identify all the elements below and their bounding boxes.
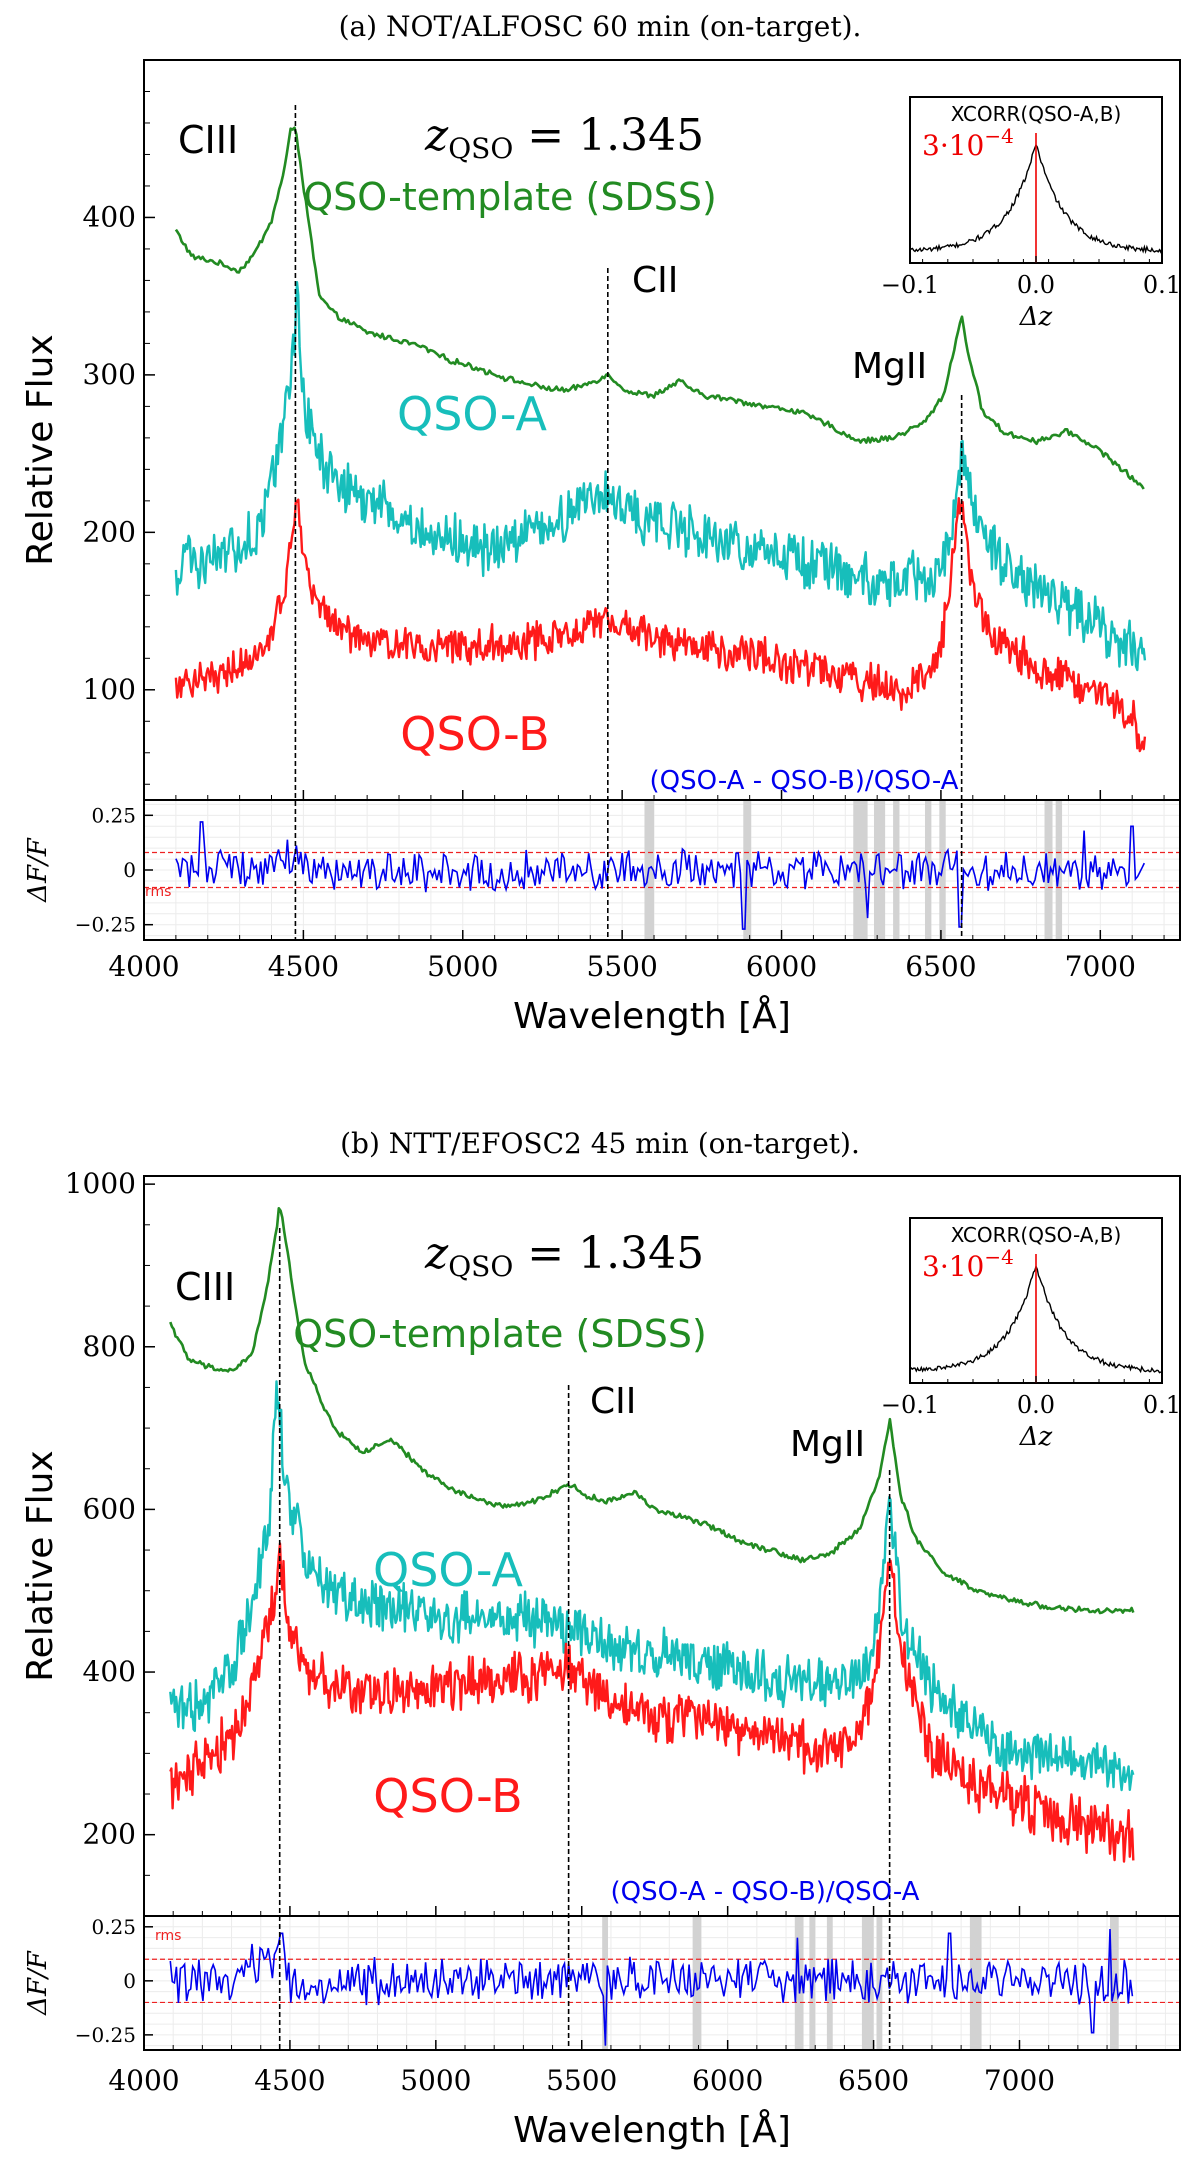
inset-x-tick-label: −0.1 (881, 1391, 939, 1419)
residual-title: (QSO-A - QSO-B)/QSO-A (650, 766, 959, 796)
y-tick-label: 800 (83, 1330, 136, 1363)
rms-label: rms (155, 1928, 181, 1944)
x-tick-label: 7000 (1065, 950, 1136, 983)
residual-curve (169, 1928, 1134, 2046)
mgii-label: MgII (790, 1424, 865, 1465)
x-tick-label: 7000 (984, 2064, 1055, 2097)
xcorr-value-base: 3·10 (922, 1250, 984, 1283)
y-axis-label: Relative Flux (20, 334, 61, 565)
inset-x-label: Δz (1019, 302, 1053, 332)
series-qso-b (174, 497, 1147, 753)
xcorr-inset: XCORR(QSO-A,B)3·10−4−0.1 0.0 0.1Δz (881, 96, 1181, 332)
inset-x-tick-label: 0.1 (1143, 1391, 1181, 1419)
panel-b: (b) NTT/EFOSC2 45 min (on-target).4000 45… (20, 1127, 1181, 2151)
residual-y-tick-label: −0.25 (75, 2023, 136, 2047)
residual-y-tick-label: −0.25 (75, 913, 136, 937)
x-axis-label: Wavelength [Å] (513, 2108, 791, 2151)
y-tick-label: 1000 (65, 1167, 136, 1200)
series-qso-a (169, 1380, 1135, 1792)
x-tick-label: 4000 (108, 2064, 179, 2097)
inset-x-tick-label: 0.1 (1143, 271, 1181, 299)
cii-label: CII (590, 1381, 636, 1422)
cii-label: CII (632, 260, 678, 301)
ciii-label: CIII (178, 118, 238, 162)
series-qso-a (174, 281, 1147, 672)
panel-title: (b) NTT/EFOSC2 45 min (on-target). (340, 1127, 860, 1160)
series-qso-template-sdss- (174, 126, 1145, 490)
y-tick-label: 100 (83, 673, 136, 706)
template-label: QSO-template (SDSS) (293, 1312, 707, 1356)
x-tick-label: 4000 (108, 950, 179, 983)
y-tick-label: 600 (83, 1492, 136, 1525)
residual-y-tick-label: 0.25 (91, 803, 136, 827)
residual-y-label: ΔF/F (23, 837, 53, 903)
xcorr-value: 3·10−4 (922, 1245, 1014, 1283)
residual-curve (175, 821, 1146, 930)
x-tick-label: 4500 (254, 2064, 325, 2097)
qso-b-label: QSO-B (373, 1769, 522, 1823)
spectra (169, 1207, 1135, 1863)
panel-a: (a) NOT/ALFOSC 60 min (on-target).4000 45… (20, 10, 1181, 1037)
redshift-subscript: QSO (448, 1250, 513, 1283)
inset-x-tick-label: −0.1 (881, 271, 939, 299)
x-axis-label: Wavelength [Å] (513, 994, 791, 1037)
rms-label: rms (145, 884, 171, 900)
series-qso-b (169, 1542, 1135, 1863)
x-tick-label: 5000 (400, 2064, 471, 2097)
inset-x-tick-label: 0.0 (1017, 1391, 1055, 1419)
x-tick-label: 6500 (838, 2064, 909, 2097)
telluric-band (969, 1916, 982, 2050)
redshift-symbol: z (424, 1228, 449, 1279)
y-tick-label: 200 (83, 1818, 136, 1851)
x-tick-label: 5000 (427, 950, 498, 983)
redshift-value: = 1.345 (527, 110, 704, 161)
inset-title: XCORR(QSO-A,B) (951, 102, 1122, 126)
mgii-label: MgII (852, 346, 927, 387)
panel-title: (a) NOT/ALFOSC 60 min (on-target). (339, 10, 862, 43)
y-axis-label: Relative Flux (20, 1450, 61, 1681)
residual-axes-frame (143, 1915, 1181, 2051)
y-tick-label: 300 (83, 358, 136, 391)
residual-y-tick-label: 0 (123, 858, 136, 882)
y-tick-label: 400 (83, 1655, 136, 1688)
xcorr-value-exponent: −4 (984, 1245, 1013, 1269)
redshift-value: = 1.345 (527, 1228, 704, 1279)
qso-a-label: QSO-A (397, 387, 547, 441)
redshift-symbol: z (424, 110, 449, 161)
series-qso-template-sdss- (169, 1207, 1135, 1615)
xcorr-value-exponent: −4 (984, 124, 1013, 148)
telluric-band (602, 1916, 609, 2050)
residual-y-label: ΔF/F (23, 1950, 53, 2016)
residual-panel (144, 1916, 1180, 2050)
redshift-subscript: QSO (448, 132, 513, 165)
redshift-label: zQSO = 1.345 (424, 110, 704, 165)
residual-panel (144, 800, 1180, 940)
residual-y-tick-label: 0 (123, 1969, 136, 1993)
xcorr-value: 3·10−4 (922, 124, 1014, 162)
redshift-label: zQSO = 1.345 (424, 1228, 704, 1283)
xcorr-value-base: 3·10 (922, 129, 984, 162)
residual-title: (QSO-A - QSO-B)/QSO-A (611, 1877, 920, 1907)
x-tick-label: 6000 (692, 2064, 763, 2097)
x-tick-label: 4500 (268, 950, 339, 983)
x-tick-label: 6000 (746, 950, 817, 983)
y-tick-label: 200 (83, 515, 136, 548)
telluric-band (876, 1916, 883, 2050)
x-tick-label: 6500 (905, 950, 976, 983)
template-label: QSO-template (SDSS) (303, 175, 717, 219)
qso-b-label: QSO-B (400, 707, 549, 761)
telluric-band (1044, 800, 1053, 940)
spectra (174, 126, 1147, 753)
residual-y-tick-label: 0.25 (91, 1915, 136, 1939)
inset-x-tick-label: 0.0 (1017, 271, 1055, 299)
x-tick-label: 5500 (587, 950, 658, 983)
y-tick-label: 400 (83, 200, 136, 233)
qso-a-label: QSO-A (373, 1543, 523, 1597)
inset-x-label: Δz (1019, 1422, 1053, 1452)
xcorr-inset: XCORR(QSO-A,B)3·10−4−0.1 0.0 0.1Δz (881, 1217, 1181, 1452)
ciii-label: CIII (175, 1265, 235, 1309)
x-tick-label: 5500 (546, 2064, 617, 2097)
inset-title: XCORR(QSO-A,B) (951, 1223, 1122, 1247)
